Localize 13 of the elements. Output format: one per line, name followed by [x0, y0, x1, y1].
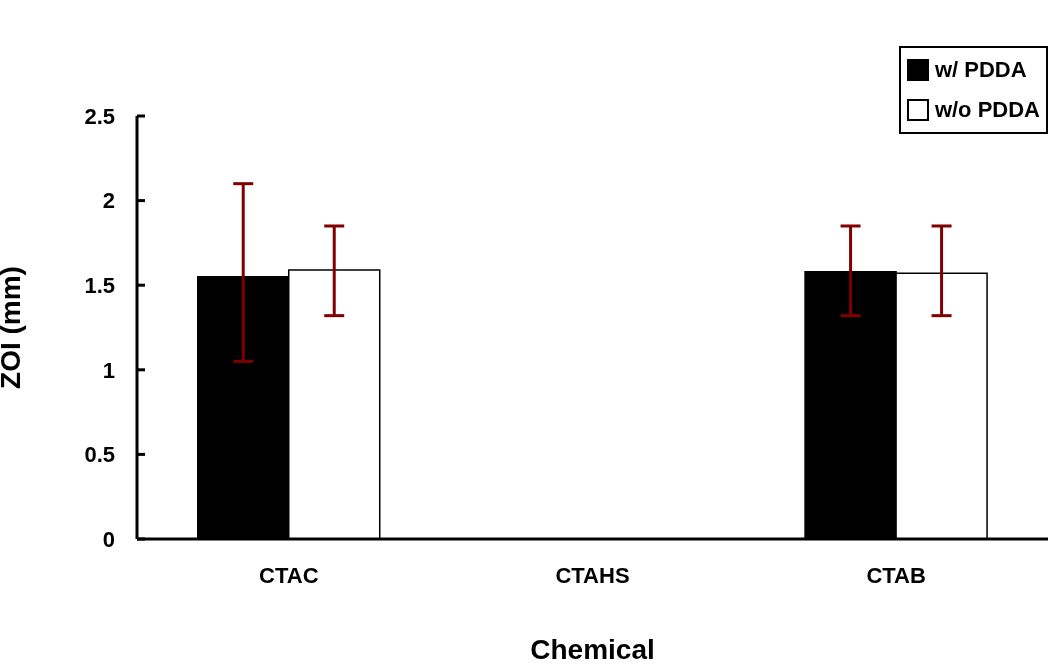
- y-tick-label: 2: [102, 188, 115, 214]
- y-tick-label: 2.5: [84, 103, 115, 129]
- y-tick-label: 0: [102, 526, 115, 552]
- legend-label: w/o PDDA: [934, 97, 1040, 123]
- y-axis-title: ZOI (mm): [0, 266, 26, 389]
- y-tick-label: 1.5: [84, 273, 115, 299]
- x-tick-label: CTAC: [259, 562, 319, 588]
- y-tick-label: 1: [102, 357, 115, 383]
- x-axis-title: Chemical: [530, 634, 655, 665]
- x-tick-label: CTAHS: [555, 562, 630, 588]
- x-tick-label: CTAB: [866, 562, 926, 588]
- y-tick-label: 0.5: [84, 442, 115, 468]
- legend-label: w/ PDDA: [934, 57, 1027, 83]
